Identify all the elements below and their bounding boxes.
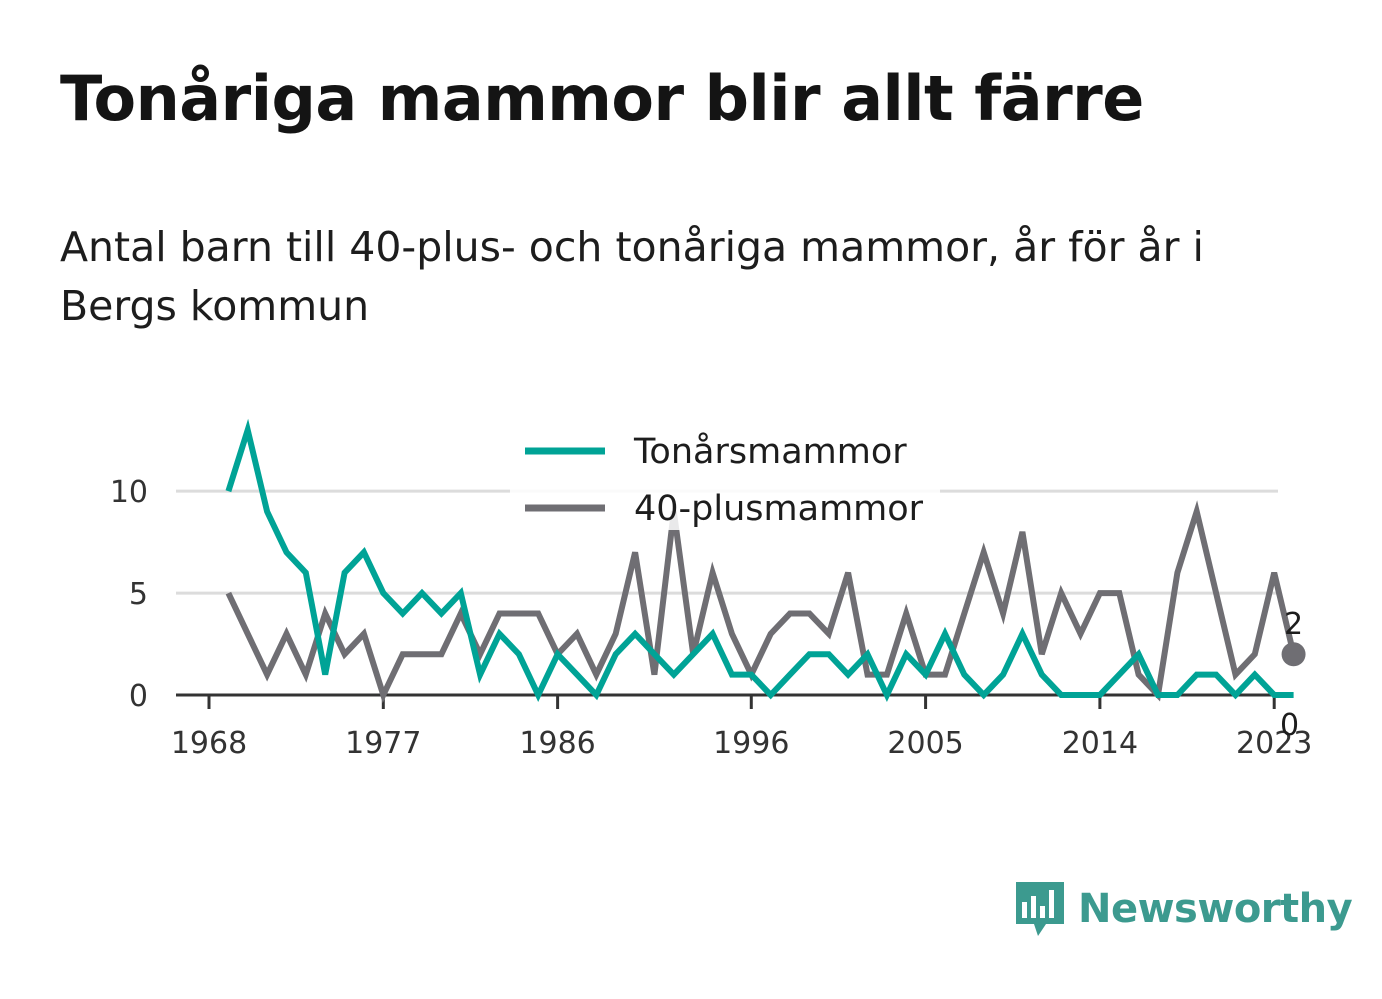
end-label-40-plus: 2 — [1284, 607, 1303, 642]
series-end-point — [1281, 642, 1306, 667]
legend-label: Tonårsmammor — [633, 431, 907, 472]
brand-name: Newsworthy — [1078, 886, 1353, 932]
series-line — [225, 500, 1297, 704]
y-axis-ticks: 0 5 10 — [110, 475, 148, 714]
legend: Tonårsmammor 40-plusmammor — [510, 428, 940, 530]
end-labels: 20 — [1280, 607, 1303, 743]
x-tick-label: 2014 — [1062, 726, 1138, 761]
x-tick-label: 2005 — [887, 726, 963, 761]
series-lines — [225, 418, 1306, 704]
y-tick-label: 0 — [129, 679, 148, 714]
x-tick-label: 1977 — [345, 726, 421, 761]
x-tick-label: 1996 — [713, 726, 789, 761]
chart-subtitle: Antal barn till 40-plus- och tonåriga ma… — [60, 223, 1204, 330]
y-tick-label: 10 — [110, 475, 148, 510]
x-axis: 1968 1977 1986 1996 2005 2014 2023 — [171, 693, 1312, 761]
x-tick-label: 2023 — [1236, 726, 1312, 761]
end-label-teen: 0 — [1280, 708, 1299, 743]
x-tick-label: 1986 — [519, 726, 595, 761]
newsworthy-logo: Newsworthy — [1012, 878, 1353, 940]
y-tick-label: 5 — [129, 577, 148, 612]
legend-label: 40-plusmammor — [634, 489, 924, 529]
newsworthy-chat-bars-icon — [1016, 882, 1064, 936]
chart-title: Tonåriga mammor blir allt färre — [60, 62, 1144, 135]
series-line — [225, 418, 1294, 703]
x-tick-label: 1968 — [171, 726, 247, 761]
legend-background — [510, 428, 940, 530]
